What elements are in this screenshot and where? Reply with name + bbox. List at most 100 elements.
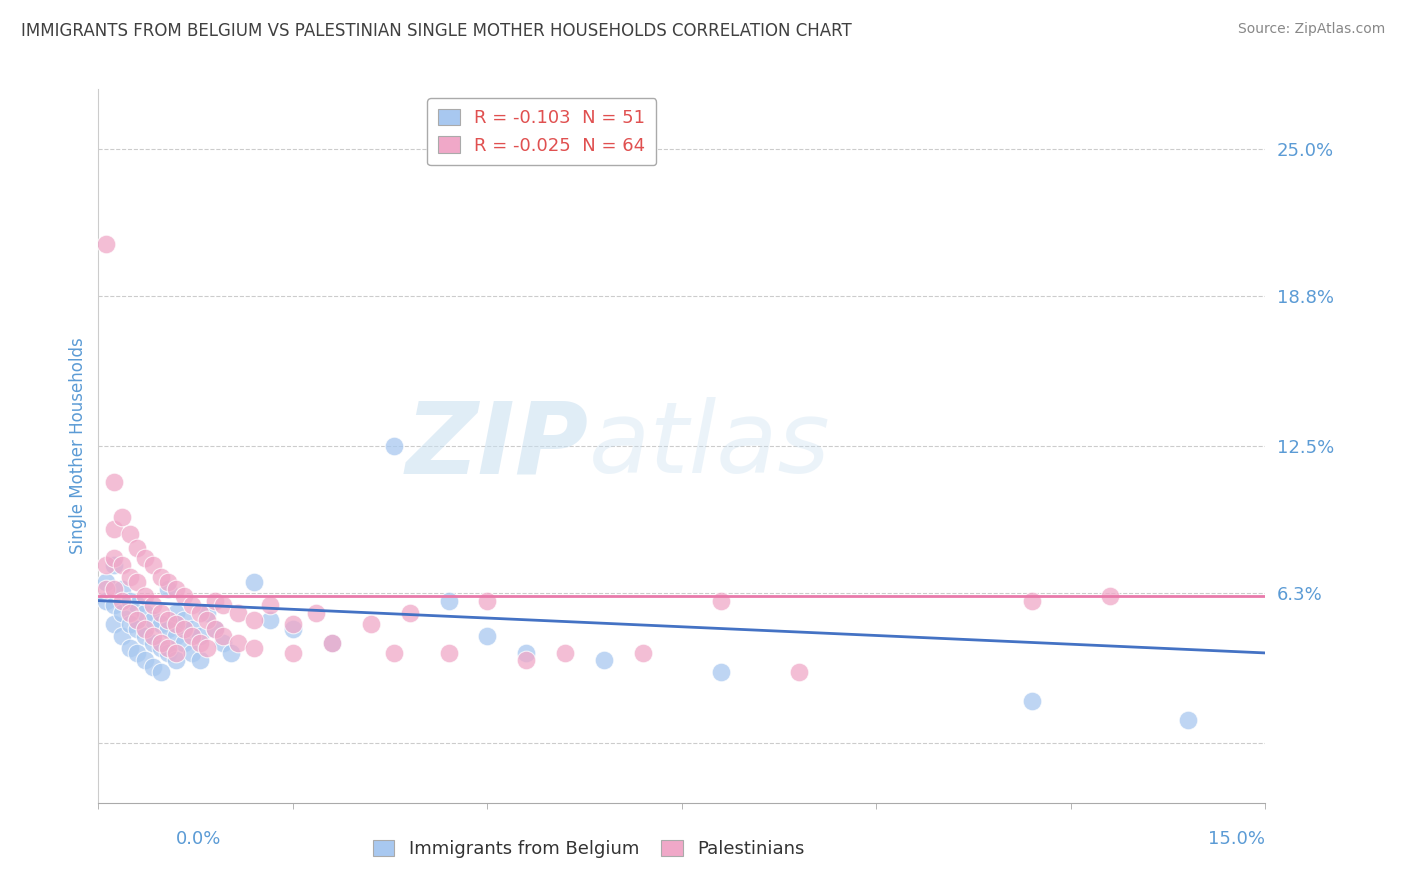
Point — [1021, 693, 1043, 707]
Point — [118, 593, 141, 607]
Point — [103, 582, 125, 596]
Point — [111, 558, 134, 572]
Point — [149, 617, 172, 632]
Point — [382, 439, 405, 453]
Point — [515, 653, 537, 667]
Point — [157, 641, 180, 656]
Point — [157, 622, 180, 636]
Point — [212, 599, 235, 613]
Point — [787, 665, 810, 679]
Point — [195, 606, 218, 620]
Point — [127, 646, 149, 660]
Point — [188, 629, 211, 643]
Point — [96, 558, 118, 572]
Point — [111, 510, 134, 524]
Point — [554, 646, 576, 660]
Point — [142, 558, 165, 572]
Point — [477, 629, 499, 643]
Point — [118, 641, 141, 656]
Point — [134, 606, 156, 620]
Point — [142, 599, 165, 613]
Point — [118, 617, 141, 632]
Point — [180, 599, 202, 613]
Text: ZIP: ZIP — [405, 398, 589, 494]
Point — [173, 636, 195, 650]
Point — [188, 606, 211, 620]
Point — [149, 606, 172, 620]
Point — [149, 636, 172, 650]
Point — [219, 646, 242, 660]
Point — [157, 582, 180, 596]
Point — [195, 641, 218, 656]
Point — [165, 653, 187, 667]
Point — [157, 646, 180, 660]
Point — [1177, 713, 1199, 727]
Point — [96, 593, 118, 607]
Point — [157, 613, 180, 627]
Point — [165, 646, 187, 660]
Point — [103, 522, 125, 536]
Point — [398, 606, 420, 620]
Text: 0.0%: 0.0% — [176, 830, 221, 847]
Point — [188, 653, 211, 667]
Text: IMMIGRANTS FROM BELGIUM VS PALESTINIAN SINGLE MOTHER HOUSEHOLDS CORRELATION CHAR: IMMIGRANTS FROM BELGIUM VS PALESTINIAN S… — [21, 22, 852, 40]
Point — [382, 646, 405, 660]
Point — [259, 613, 281, 627]
Point — [710, 665, 733, 679]
Point — [134, 622, 156, 636]
Point — [593, 653, 616, 667]
Point — [212, 636, 235, 650]
Point — [142, 629, 165, 643]
Point — [165, 617, 187, 632]
Point — [142, 660, 165, 674]
Point — [103, 558, 125, 572]
Point — [437, 593, 460, 607]
Point — [321, 636, 343, 650]
Point — [96, 574, 118, 589]
Point — [180, 629, 202, 643]
Point — [103, 475, 125, 489]
Point — [173, 622, 195, 636]
Point — [103, 599, 125, 613]
Point — [103, 550, 125, 565]
Point — [228, 636, 250, 650]
Point — [149, 665, 172, 679]
Point — [127, 541, 149, 556]
Point — [281, 622, 304, 636]
Text: Source: ZipAtlas.com: Source: ZipAtlas.com — [1237, 22, 1385, 37]
Point — [195, 613, 218, 627]
Point — [118, 606, 141, 620]
Point — [173, 613, 195, 627]
Point — [142, 613, 165, 627]
Point — [149, 641, 172, 656]
Point — [134, 629, 156, 643]
Point — [134, 550, 156, 565]
Point — [437, 646, 460, 660]
Point — [212, 629, 235, 643]
Point — [134, 589, 156, 603]
Point — [1098, 589, 1121, 603]
Point — [157, 574, 180, 589]
Point — [96, 236, 118, 251]
Point — [118, 527, 141, 541]
Point — [281, 617, 304, 632]
Point — [228, 606, 250, 620]
Point — [165, 582, 187, 596]
Point — [142, 636, 165, 650]
Point — [477, 593, 499, 607]
Point — [111, 629, 134, 643]
Point — [127, 574, 149, 589]
Point — [204, 622, 226, 636]
Point — [103, 617, 125, 632]
Text: 15.0%: 15.0% — [1208, 830, 1265, 847]
Point — [134, 653, 156, 667]
Point — [149, 570, 172, 584]
Point — [118, 570, 141, 584]
Point — [204, 593, 226, 607]
Point — [259, 599, 281, 613]
Point — [243, 613, 266, 627]
Point — [360, 617, 382, 632]
Point — [305, 606, 328, 620]
Point — [180, 646, 202, 660]
Point — [165, 629, 187, 643]
